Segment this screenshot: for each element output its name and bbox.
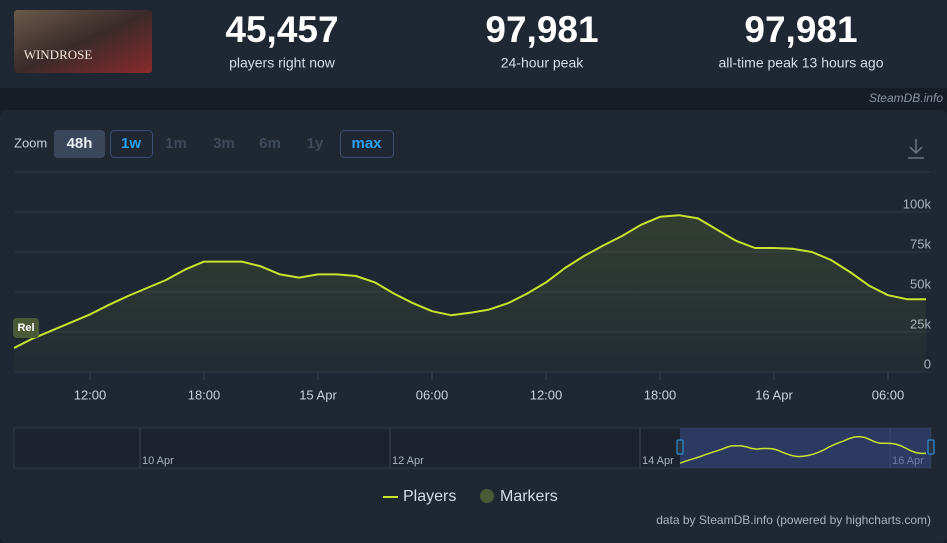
y-tick-label: 100k — [903, 196, 932, 211]
navigator-handle[interactable] — [927, 439, 935, 455]
zoom-button[interactable]: 1w — [121, 135, 141, 152]
x-tick-label: 18:00 — [644, 387, 677, 402]
stat-value: 45,457 — [225, 9, 338, 50]
marker-flag[interactable] — [13, 318, 39, 338]
zoom-button[interactable]: 1y — [307, 135, 324, 152]
navigator-handle[interactable] — [676, 439, 684, 455]
navigator-label: 14 Apr — [642, 455, 674, 467]
zoom-button[interactable]: 3m — [213, 135, 235, 152]
stat-value: 97,981 — [485, 9, 598, 50]
x-tick-label: 06:00 — [872, 387, 905, 402]
legend-label[interactable]: Players — [403, 488, 456, 505]
x-tick-label: 06:00 — [416, 387, 449, 402]
stat-label: players right now — [229, 55, 336, 71]
navigator-selection[interactable] — [680, 428, 931, 468]
x-tick-label: 12:00 — [530, 387, 563, 402]
game-name: WINDROSE — [24, 47, 93, 62]
source[interactable]: SteamDB.info — [869, 91, 943, 105]
marker-label: Rel — [17, 322, 34, 334]
zoom-button-bg[interactable] — [110, 130, 153, 158]
download-icon[interactable] — [908, 139, 924, 159]
stat-value: 97,981 — [744, 9, 857, 50]
zoom-button[interactable]: 48h — [67, 135, 93, 152]
y-tick-label: 0 — [924, 356, 931, 371]
x-tick-label: 18:00 — [188, 387, 221, 402]
series-line — [13, 214, 926, 349]
credit[interactable]: data by SteamDB.info (powered by highcha… — [656, 513, 931, 527]
navigator-label: 12 Apr — [392, 455, 424, 467]
header-bar — [0, 0, 947, 88]
navigator-line — [679, 435, 926, 464]
y-tick-label: 50k — [910, 276, 931, 291]
x-tick-label: 12:00 — [74, 387, 107, 402]
zoom-button[interactable]: 1m — [165, 135, 187, 152]
stat-label: all-time peak 13 hours ago — [719, 55, 884, 71]
series-area — [14, 215, 926, 372]
stat-label: 24-hour peak — [501, 55, 585, 71]
x-tick-label: 15 Apr — [299, 387, 337, 402]
legend-swatch — [480, 489, 494, 503]
zoom-button-bg[interactable] — [54, 130, 105, 158]
zoom-button[interactable]: max — [351, 135, 382, 152]
game-thumbnail[interactable] — [14, 10, 152, 73]
legend-label[interactable]: Markers — [500, 488, 558, 505]
x-tick-label: 16 Apr — [755, 387, 793, 402]
navigator-label: 10 Apr — [142, 455, 174, 467]
zoom-button-bg[interactable] — [340, 130, 394, 158]
zoom-button[interactable]: 6m — [259, 135, 281, 152]
y-tick-label: 75k — [910, 236, 931, 251]
zoom-label: Zoom — [14, 135, 47, 150]
